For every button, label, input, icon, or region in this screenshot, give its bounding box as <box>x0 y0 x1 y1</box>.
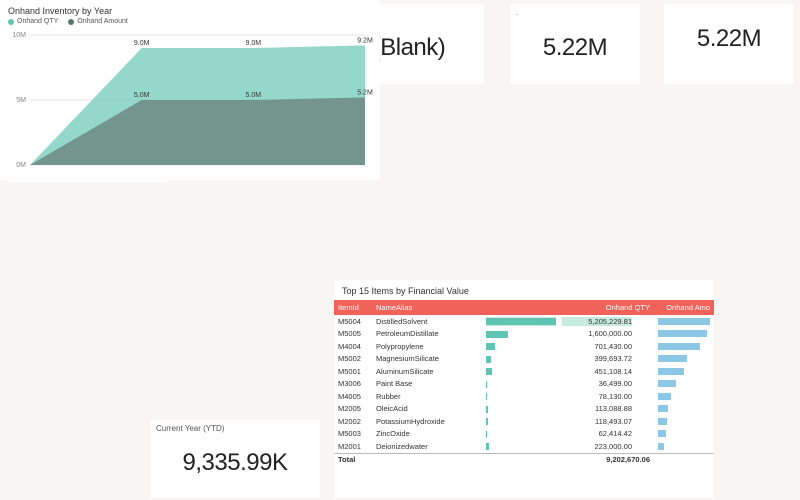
table-row[interactable]: M2005OleicAcid113,088.88 <box>334 403 714 416</box>
items-table: ItemIdNameAliasOnhand QTYOnhand AmoM5004… <box>334 300 714 466</box>
cell-qty: 451,108.14 <box>482 365 654 378</box>
cell-itemid: M5005 <box>334 328 372 341</box>
legend-label: Onhand QTY <box>17 18 58 25</box>
svg-text:9.2M: 9.2M <box>357 37 373 44</box>
table-row[interactable]: M5005PetroleumDistillate1,600,000.00 <box>334 328 714 341</box>
cell-amount-bar <box>654 365 714 378</box>
table-row[interactable]: M5004DistilledSolvent5,205,229.81 <box>334 315 714 328</box>
cell-amount-bar <box>654 428 714 441</box>
cell-name: MagnesiumSilicate <box>372 353 482 366</box>
cell-name: PotassiumHydroxide <box>372 415 482 428</box>
cell-name: Rubber <box>372 390 482 403</box>
cell-amount-bar <box>654 315 714 328</box>
chart-title: Onhand Inventory by Year <box>0 0 380 18</box>
cell-itemid: M2001 <box>334 440 372 453</box>
kpi-label: . <box>510 4 640 17</box>
col-header[interactable]: Onhand QTY <box>482 300 654 315</box>
legend-label: Onhand Amount <box>77 18 128 25</box>
chart-legend: Onhand QTY Onhand Amount <box>0 18 380 27</box>
cell-itemid: M5002 <box>334 353 372 366</box>
cell-itemid: M2002 <box>334 415 372 428</box>
cell-name: OleicAcid <box>372 403 482 416</box>
svg-text:5.0M: 5.0M <box>246 92 262 99</box>
cell-qty: 701,430.00 <box>482 340 654 353</box>
cell-name: Polypropylene <box>372 340 482 353</box>
cell-itemid: M5003 <box>334 428 372 441</box>
cell-amount-bar <box>654 390 714 403</box>
legend-dot-icon <box>68 19 74 25</box>
cell-name: DistilledSolvent <box>372 315 482 328</box>
cell-qty: 62,414.42 <box>482 428 654 441</box>
table-row[interactable]: M5003ZincOxide62,414.42 <box>334 428 714 441</box>
table-row[interactable]: M2002PotassiumHydroxide118,493.07 <box>334 415 714 428</box>
kpi-value: 5.22M <box>664 8 794 70</box>
kpi-value: 5.22M <box>510 17 640 79</box>
cell-amount-bar <box>654 440 714 453</box>
cell-itemid: M5004 <box>334 315 372 328</box>
svg-text:9.0M: 9.0M <box>246 40 262 47</box>
kpi-card-c6: Current Year (YTD)9,335.99K <box>150 420 320 498</box>
cell-qty: 399,693.72 <box>482 353 654 366</box>
svg-text:0M: 0M <box>16 162 26 167</box>
chart-plot-area: 0M5M10M2014201520162017Year9.0M9.0M9.2M5… <box>0 27 380 167</box>
cell-qty: 36,499.00 <box>482 378 654 391</box>
cell-name: Paint Base <box>372 378 482 391</box>
cell-amount-bar <box>654 353 714 366</box>
cell-name: PetroleumDistillate <box>372 328 482 341</box>
cell-amount-bar <box>654 328 714 341</box>
table-title: Top 15 Items by Financial Value <box>334 280 714 300</box>
legend-item: Onhand QTY <box>8 18 58 25</box>
cell-amount-bar <box>654 403 714 416</box>
kpi-card-c4: 5.22M <box>664 4 794 84</box>
top-items-table-card: Top 15 Items by Financial ValueItemIdNam… <box>334 280 714 498</box>
cell-amount-bar <box>654 415 714 428</box>
table-row[interactable]: M3006Paint Base36,499.00 <box>334 378 714 391</box>
svg-text:5.0M: 5.0M <box>134 92 150 99</box>
kpi-value: 9,335.99K <box>150 433 320 493</box>
cell-qty: 223,000.00 <box>482 440 654 453</box>
table-row[interactable]: M2001Deionizedwater223,000.00 <box>334 440 714 453</box>
svg-text:5.2M: 5.2M <box>357 89 373 96</box>
cell-name: AluminumSilicate <box>372 365 482 378</box>
col-header[interactable]: Onhand Amo <box>654 300 714 315</box>
col-header[interactable]: NameAlias <box>372 300 482 315</box>
cell-qty: 1,600,000.00 <box>482 328 654 341</box>
svg-text:5M: 5M <box>16 97 26 104</box>
svg-text:10M: 10M <box>12 32 26 39</box>
table-row[interactable]: M4004Polypropylene701,430.00 <box>334 340 714 353</box>
cell-qty: 113,088.88 <box>482 403 654 416</box>
cell-itemid: M4004 <box>334 340 372 353</box>
col-header[interactable]: ItemId <box>334 300 372 315</box>
cell-itemid: M5001 <box>334 365 372 378</box>
cell-amount-bar <box>654 340 714 353</box>
onhand-inventory-chart: Onhand Inventory by YearOnhand QTYOnhand… <box>0 0 380 180</box>
cell-itemid: M3006 <box>334 378 372 391</box>
table-total-row: Total9,202,670.06 <box>334 453 714 466</box>
cell-itemid: M2005 <box>334 403 372 416</box>
cell-name: ZincOxide <box>372 428 482 441</box>
cell-qty: 5,205,229.81 <box>482 315 654 328</box>
cell-amount-bar <box>654 378 714 391</box>
kpi-card-c3: .5.22M <box>510 4 640 84</box>
cell-itemid: M4005 <box>334 390 372 403</box>
cell-name: Deionizedwater <box>372 440 482 453</box>
table-row[interactable]: M5002MagnesiumSilicate399,693.72 <box>334 353 714 366</box>
svg-text:9.0M: 9.0M <box>134 40 150 47</box>
kpi-label: Current Year (YTD) <box>150 420 320 433</box>
legend-dot-icon <box>8 19 14 25</box>
chart-svg: 0M5M10M2014201520162017Year9.0M9.0M9.2M5… <box>0 27 380 167</box>
table-row[interactable]: M4005Rubber78,130.00 <box>334 390 714 403</box>
table-row[interactable]: M5001AluminumSilicate451,108.14 <box>334 365 714 378</box>
legend-item: Onhand Amount <box>68 18 128 25</box>
cell-qty: 118,493.07 <box>482 415 654 428</box>
cell-qty: 78,130.00 <box>482 390 654 403</box>
